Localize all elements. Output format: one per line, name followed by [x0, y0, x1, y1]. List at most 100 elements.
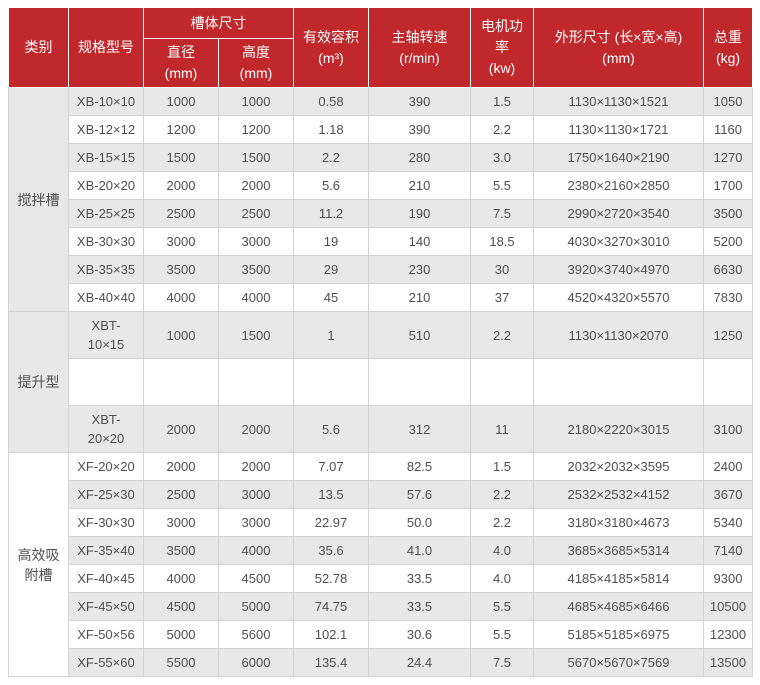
cell-power: 7.5 [470, 648, 534, 677]
col-header-dimensions: 外形尺寸 (长×宽×高) (mm) [533, 7, 704, 88]
cell-dimensions [533, 358, 704, 406]
col-header-speed: 主轴转速 (r/min) [368, 7, 471, 88]
cell-diameter: 2500 [143, 199, 219, 228]
cell-weight: 1270 [703, 143, 753, 172]
cell-speed: 33.5 [368, 564, 471, 593]
col-header-height: 高度 (mm) [218, 38, 294, 88]
cell-model: XB-40×40 [68, 283, 144, 312]
table-row: 搅拌槽 XB-10×10 1000 1000 0.58 390 1.5 1130×1130×1… [8, 87, 753, 312]
cell-model: XBT- 10×15 [68, 311, 144, 359]
col-header-volume: 有效容积 (m³) [293, 7, 369, 88]
cell-volume [293, 358, 369, 406]
cell-height: 1500 [218, 143, 294, 172]
cell-speed: 24.4 [368, 648, 471, 677]
cell-model: XF-35×40 [68, 536, 144, 565]
cell-height: 2500 [218, 199, 294, 228]
cell-diameter: 1500 [143, 143, 219, 172]
cell-speed: 82.5 [368, 452, 471, 481]
cell-height: 4500 [218, 564, 294, 593]
cell-height: 1000 [218, 87, 294, 116]
cell-speed: 33.5 [368, 592, 471, 621]
col-header-power: 电机功 率 (kw) [470, 7, 534, 88]
cell-model: XB-20×20 [68, 171, 144, 200]
table-row: XB-20×20 2000 2000 5.6 210 5.5 2380×2160×2850 1… [9, 171, 753, 200]
cell-dimensions: 2180×2220×3015 [533, 405, 704, 453]
cell-dimensions: 4520×4320×5570 [533, 283, 704, 312]
cell-speed: 312 [368, 405, 471, 453]
col-header-model: 规格型号 [68, 7, 144, 88]
cell-height: 3500 [218, 255, 294, 284]
cell-volume: 22.97 [293, 508, 369, 537]
cell-model: XF-40×45 [68, 564, 144, 593]
cell-height: 3000 [218, 480, 294, 509]
cell-model: XB-12×12 [68, 115, 144, 144]
cell-power: 18.5 [470, 227, 534, 256]
cell-dimensions: 2032×2032×3595 [533, 452, 704, 481]
cell-speed: 390 [368, 115, 471, 144]
cell-power: 3.0 [470, 143, 534, 172]
cell-power: 7.5 [470, 199, 534, 228]
cell-weight: 7830 [703, 283, 753, 312]
cell-weight: 1250 [703, 311, 753, 359]
cell-diameter: 2000 [143, 452, 219, 481]
cell-dimensions: 1750×1640×2190 [533, 143, 704, 172]
cell-dimensions: 5670×5670×7569 [533, 648, 704, 677]
cell-power: 1.5 [470, 452, 534, 481]
cell-power: 2.2 [470, 115, 534, 144]
cell-power: 5.5 [470, 592, 534, 621]
cell-volume: 35.6 [293, 536, 369, 565]
cell-diameter: 4000 [143, 564, 219, 593]
cell-volume: 5.6 [293, 171, 369, 200]
cell-diameter: 1200 [143, 115, 219, 144]
cell-volume: 45 [293, 283, 369, 312]
cell-power [470, 358, 534, 406]
cell-power: 1.5 [470, 87, 534, 116]
cell-volume: 0.58 [293, 87, 369, 116]
table-row: XB-30×30 3000 3000 19 140 18.5 4030×3270×3010 5… [9, 227, 753, 256]
cell-weight: 7140 [703, 536, 753, 565]
cell-model: XF-45×50 [68, 592, 144, 621]
cell-weight: 13500 [703, 648, 753, 677]
table-row: XB-40×40 4000 4000 45 210 37 4520×4320×5570 783… [9, 283, 753, 312]
cell-volume: 74.75 [293, 592, 369, 621]
cell-weight: 5200 [703, 227, 753, 256]
cell-dimensions: 2532×2532×4152 [533, 480, 704, 509]
cell-diameter: 2000 [143, 171, 219, 200]
spec-table-body: 搅拌槽 XB-10×10 1000 1000 0.58 390 1.5 1130×1130×1… [8, 87, 753, 677]
cell-speed: 140 [368, 227, 471, 256]
col-header-category: 类别 [8, 7, 69, 88]
cell-weight: 9300 [703, 564, 753, 593]
cell-height [218, 358, 294, 406]
table-row: XF-45×50 4500 5000 74.75 33.5 5.5 4685×4685×64… [9, 592, 753, 621]
table-row: 高效吸附槽 XF-20×20 2000 2000 7.07 82.5 1.5 2032×203… [8, 452, 753, 677]
cell-diameter: 2500 [143, 480, 219, 509]
table-row: XF-35×40 3500 4000 35.6 41.0 4.0 3685×3685×531… [9, 536, 753, 565]
cell-weight: 6630 [703, 255, 753, 284]
cell-dimensions: 4185×4185×5814 [533, 564, 704, 593]
cell-diameter: 3500 [143, 255, 219, 284]
cell-dimensions: 3920×3740×4970 [533, 255, 704, 284]
cell-dimensions: 1130×1130×2070 [533, 311, 704, 359]
table-row: XB-15×15 1500 1500 2.2 280 3.0 1750×1640×2190 1… [9, 143, 753, 172]
cell-diameter: 1000 [143, 87, 219, 116]
cell-height: 2000 [218, 405, 294, 453]
category-cell: 提升型 [8, 311, 69, 453]
cell-volume: 11.2 [293, 199, 369, 228]
col-header-weight: 总重 (kg) [703, 7, 753, 88]
cell-dimensions: 3180×3180×4673 [533, 508, 704, 537]
cell-weight: 5340 [703, 508, 753, 537]
col-header-diameter: 直径 (mm) [143, 38, 219, 88]
cell-model: XBT- 20×20 [68, 405, 144, 453]
cell-diameter: 3000 [143, 508, 219, 537]
cell-speed: 210 [368, 283, 471, 312]
category-cell: 高效吸附槽 [8, 452, 69, 677]
cell-weight: 3500 [703, 199, 753, 228]
cell-model: XB-35×35 [68, 255, 144, 284]
table-row: XF-25×30 2500 3000 13.5 57.6 2.2 2532×2532×415… [9, 480, 753, 509]
cell-diameter: 1000 [143, 311, 219, 359]
cell-model: XB-25×25 [68, 199, 144, 228]
cell-power: 2.2 [470, 311, 534, 359]
cell-speed: 510 [368, 311, 471, 359]
table-row [9, 358, 753, 406]
cell-speed: 50.0 [368, 508, 471, 537]
